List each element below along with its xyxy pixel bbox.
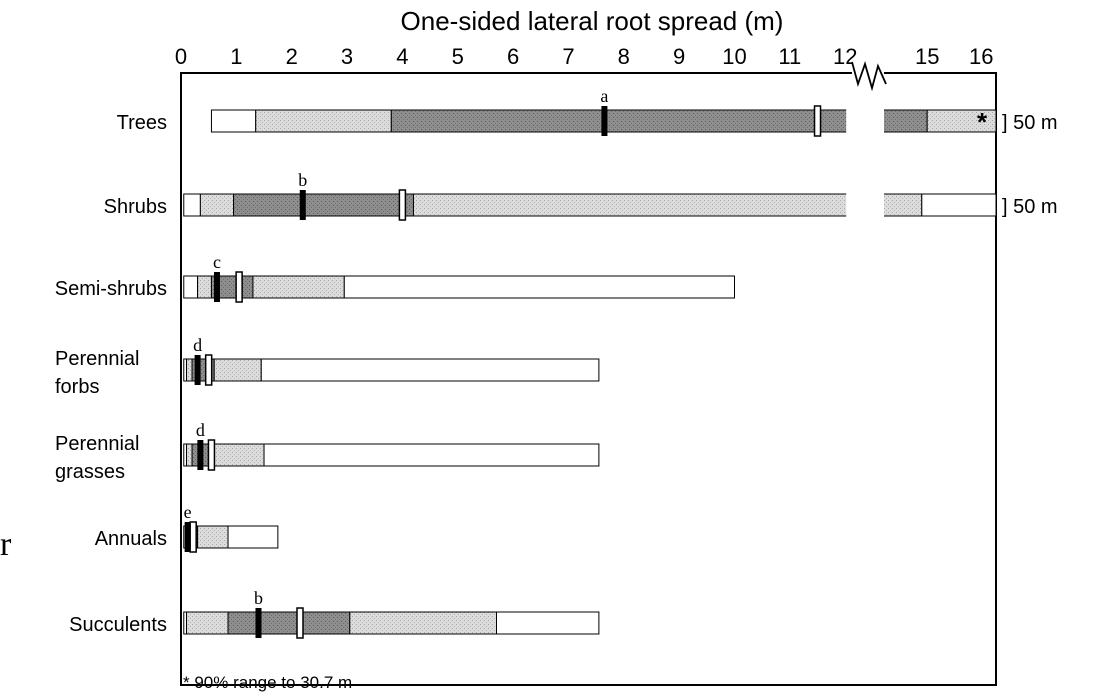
side-letter: r	[0, 526, 12, 563]
category-label: grasses	[55, 461, 125, 483]
category-row: Annuals e	[95, 502, 279, 553]
category-rows: Trees a ] 50 m Shrubs b ] 50 m Semi-shrubs c Per…	[55, 86, 1058, 639]
median-marker	[213, 272, 220, 302]
x-tick-label: 11	[778, 44, 801, 69]
mean-marker	[207, 439, 216, 471]
axis-break-mark	[851, 61, 887, 92]
mean-marker	[398, 189, 407, 221]
median-marker	[255, 608, 262, 638]
x-tick-label: 4	[396, 44, 408, 69]
range-segment-p90	[252, 275, 345, 299]
mean-marker	[813, 105, 822, 137]
mean-marker	[189, 521, 197, 553]
range-segment-outer	[495, 611, 600, 635]
category-label: Shrubs	[104, 196, 167, 218]
range-segment-p50	[233, 193, 414, 217]
median-marker	[194, 355, 201, 385]
range-segment-p90	[197, 525, 229, 549]
category-label: Annuals	[95, 528, 167, 550]
asterisk-marker: *	[977, 107, 988, 137]
x-tick-label: 15	[915, 44, 939, 69]
median-marker	[601, 106, 608, 136]
range-segment-p50	[227, 611, 351, 635]
chart-title: One-sided lateral root spread (m)	[401, 6, 784, 36]
x-tick-label: 7	[562, 44, 574, 69]
category-row: Perennial grasses d	[55, 420, 600, 483]
range-segment-outer	[260, 358, 600, 382]
significance-letter: a	[600, 86, 608, 106]
mean-marker	[204, 354, 213, 386]
range-segment-p90	[197, 275, 212, 299]
x-axis-ticks: 0 1 2 3 4 5 6 7 8 9 10 11 12 15 16	[175, 44, 994, 69]
significance-letter: b	[254, 588, 263, 608]
x-tick-label: 16	[969, 44, 993, 69]
x-tick-label: 1	[230, 44, 242, 69]
category-label: Perennial	[55, 348, 140, 370]
median-marker	[299, 190, 306, 220]
range-segment-p90	[210, 443, 265, 467]
range-segment-p90	[926, 109, 997, 133]
significance-letter: e	[184, 502, 192, 522]
footnote: * 90% range to 30.7 m	[183, 673, 352, 692]
mean-marker	[235, 271, 243, 303]
significance-letter: b	[298, 170, 307, 190]
category-label: Succulents	[69, 614, 167, 636]
x-tick-label: 10	[722, 44, 746, 69]
range-segment-p90	[186, 611, 229, 635]
range-segment-outer	[921, 193, 997, 217]
range-segment-outer	[183, 275, 199, 299]
mean-marker	[296, 607, 304, 639]
plot-frame	[180, 72, 997, 686]
range-segment-p90	[186, 443, 193, 467]
x-tick-label: 2	[286, 44, 298, 69]
significance-letter: d	[196, 420, 205, 440]
range-segment-p90	[186, 358, 193, 382]
category-label: forbs	[55, 376, 99, 398]
range-segment-outer	[183, 193, 201, 217]
x-tick-label: 8	[618, 44, 630, 69]
axis-break-gap	[846, 108, 884, 134]
max-value-label: ] 50 m	[1002, 196, 1058, 218]
category-row: Succulents b	[69, 588, 600, 639]
median-marker	[184, 522, 191, 552]
range-segment-p90	[412, 193, 923, 217]
significance-letter: d	[193, 335, 202, 355]
max-value-label: ] 50 m	[1002, 112, 1058, 134]
range-segment-p90	[255, 109, 392, 133]
median-marker	[197, 440, 204, 470]
x-tick-label: 6	[507, 44, 519, 69]
significance-letter: c	[213, 252, 221, 272]
category-label: Perennial	[55, 433, 140, 455]
range-segment-outer	[343, 275, 735, 299]
x-tick-label: 3	[341, 44, 353, 69]
range-segment-p90	[349, 611, 497, 635]
category-label: Semi-shrubs	[55, 278, 167, 300]
category-row: Trees a ] 50 m	[117, 86, 1058, 137]
category-row: Perennial forbs d	[55, 335, 600, 398]
range-segment-outer	[227, 525, 279, 549]
range-segment-p90	[213, 358, 262, 382]
category-label: Trees	[117, 112, 167, 134]
x-tick-label: 5	[452, 44, 464, 69]
category-row: Shrubs b ] 50 m	[104, 170, 1058, 221]
x-tick-label: 0	[175, 44, 187, 69]
range-segment-outer	[263, 443, 600, 467]
range-segment-outer	[210, 109, 257, 133]
category-row: Semi-shrubs c	[55, 252, 735, 303]
range-segment-p90	[199, 193, 235, 217]
x-tick-label: 9	[673, 44, 685, 69]
axis-break-gap	[846, 192, 884, 218]
